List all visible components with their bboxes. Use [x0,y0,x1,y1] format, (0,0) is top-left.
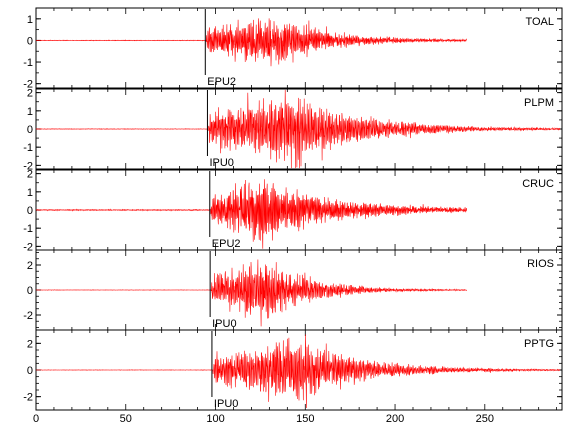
y-tick-label: 0 [27,35,33,47]
y-tick-label: -1 [23,142,33,154]
panel-pptg: -2 0 2 IPU0 PPTG [23,329,563,411]
y-tick-label: 2 [27,260,33,272]
y-tick-label: 0 [27,285,33,297]
x-tick-label: 150 [296,413,314,425]
y-tick-label: 0 [27,205,33,217]
y-tick-label: -2 [23,310,33,322]
y-tick-label: 2 [27,88,33,100]
y-tick-label: 2 [27,338,33,350]
x-tick-label: 200 [386,413,404,425]
y-tick-label: -1 [23,57,33,69]
y-tick-label: 1 [27,106,33,118]
station-label: PLPM [524,97,554,109]
phase-pick-label: EPU2 [207,76,236,88]
y-tick-label: 1 [27,14,33,26]
y-tick-label: 0 [27,365,33,377]
x-tick-label: 50 [120,413,132,425]
y-tick-label: 2 [27,169,33,181]
waveform-trace [35,89,561,169]
panel-toal: -2 -1 0 1 EPU2 TOAL [23,7,563,91]
panel-frame [35,7,563,89]
waveform-trace [35,259,467,327]
panel-plpm: -2 -1 0 1 2 IPU0 PLPM [23,88,563,172]
phase-pick-label: EPU2 [212,238,241,250]
y-tick-label: -2 [23,79,33,91]
phase-pick-label: IPU0 [214,398,238,410]
y-tick-label: -2 [23,392,33,404]
y-tick-label: 0 [27,124,33,136]
phase-pick-label: IPU0 [209,157,233,169]
waveform-trace [35,18,467,67]
x-tick-label: 250 [476,413,494,425]
y-tick-label: -2 [23,160,33,172]
y-tick-label: 1 [27,187,33,199]
phase-pick-label: IPU0 [212,318,236,330]
station-label: PPTG [524,338,554,350]
x-tick-label: 100 [206,413,224,425]
station-label: TOAL [525,16,554,28]
y-tick-label: -1 [23,223,33,235]
x-tick-label: 0 [33,413,39,425]
station-label: CRUC [522,178,554,190]
y-tick-label: -2 [23,241,33,253]
waveform-trace [35,179,467,249]
waveform-trace [35,334,561,409]
panel-rios: -2 0 2 IPU0 RIOS [23,249,563,331]
panel-cruc: -2 -1 0 1 2 EPU2 CRUC [23,169,563,253]
station-label: RIOS [527,258,554,270]
